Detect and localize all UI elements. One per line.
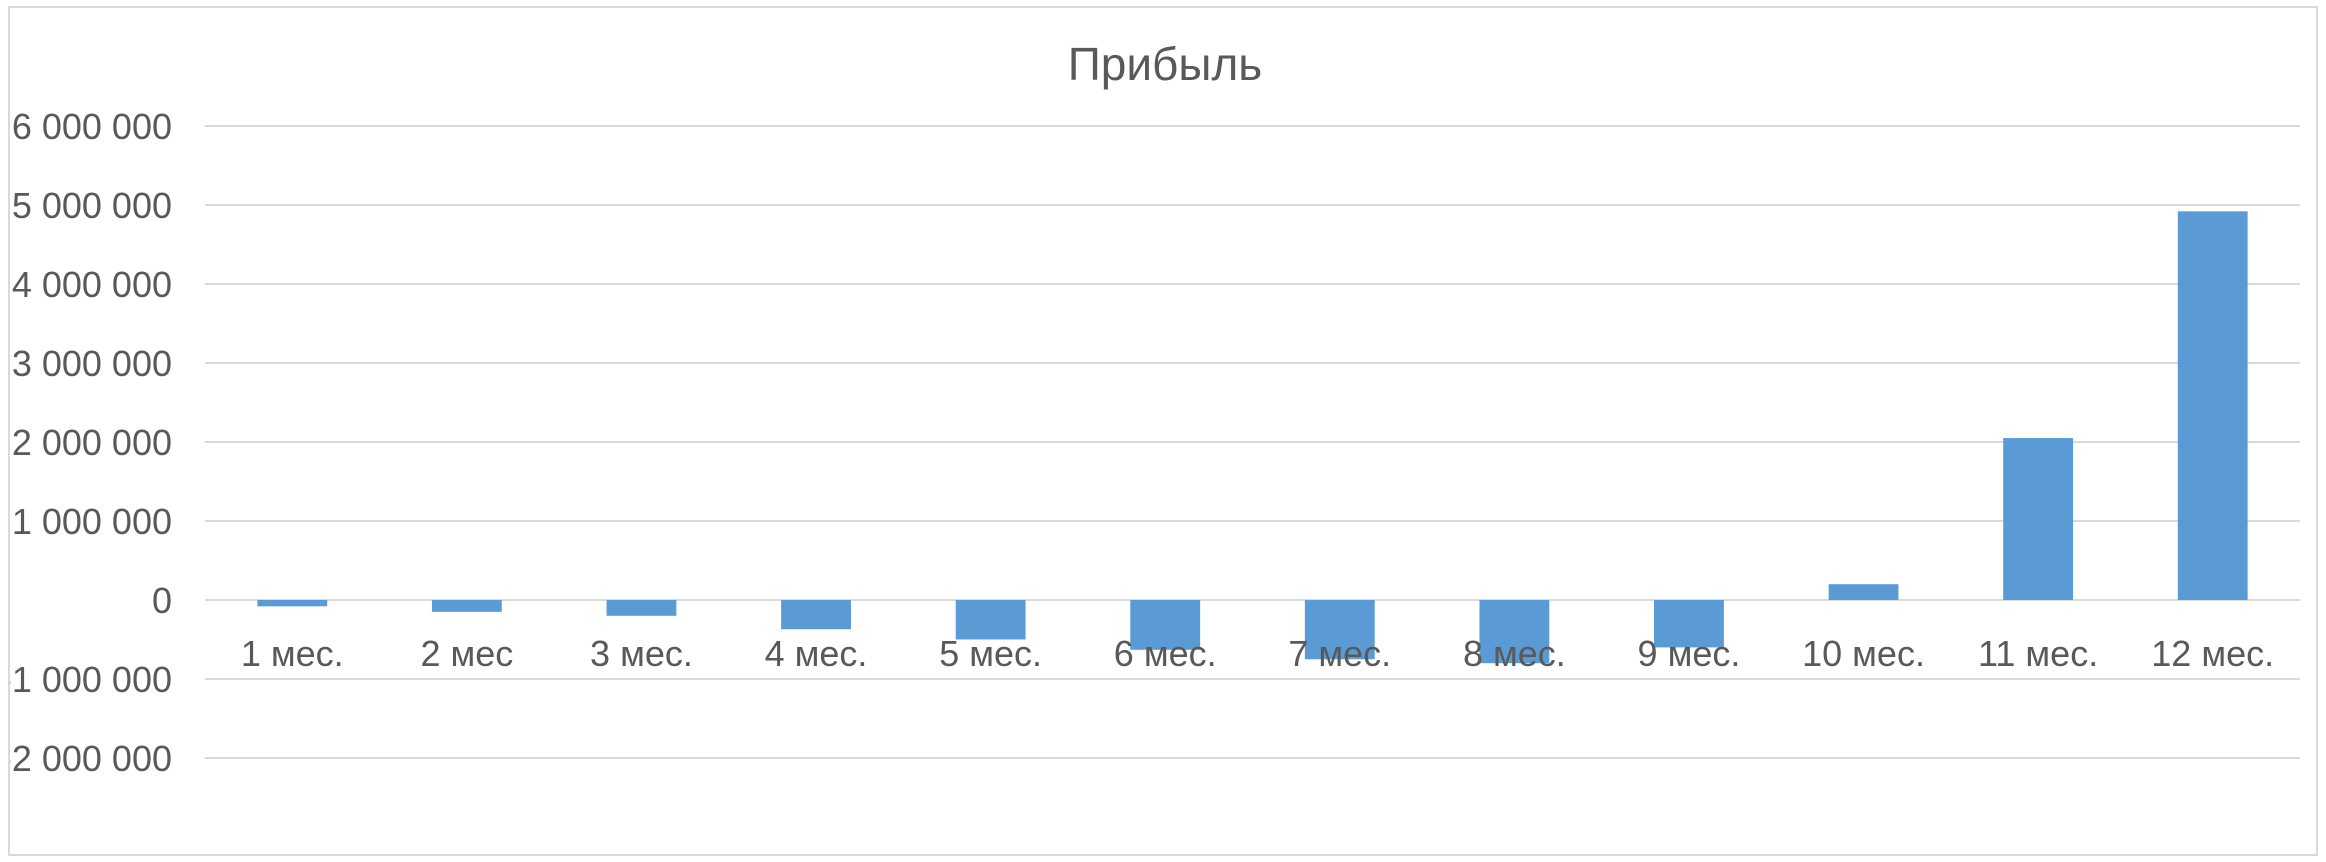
bar	[257, 600, 328, 607]
chart-canvas: Прибыль 6 000 000 5 000 000 4 000 000 3 000…	[10, 38, 2300, 779]
x-tick-label: 7 мес.	[1288, 633, 1391, 674]
x-tick-label: 10 мес.	[1802, 633, 1925, 674]
chart-title: Прибыль	[1068, 38, 1263, 90]
y-tick-label: 2 000 000	[12, 422, 172, 463]
y-axis-tick-labels: 6 000 000 5 000 000 4 000 000 3 000 000 2 00…	[10, 106, 172, 779]
bar	[1479, 600, 1550, 664]
gridlines	[205, 125, 2300, 759]
x-tick-label: 12 мес.	[2151, 633, 2274, 674]
x-tick-label: 3 мес.	[590, 633, 693, 674]
bar	[1130, 600, 1201, 650]
bar	[2177, 211, 2248, 600]
bar	[2003, 438, 2074, 600]
x-tick-label: 2 мес	[420, 633, 513, 674]
bars	[257, 211, 2248, 664]
bar	[606, 600, 677, 616]
y-tick-label: 4 000 000	[12, 264, 172, 305]
y-tick-label: 6 000 000	[12, 106, 172, 147]
bar	[1304, 600, 1375, 660]
x-tick-label: 1 мес.	[241, 633, 344, 674]
x-tick-label: 5 мес.	[939, 633, 1042, 674]
chart-area: Прибыль 6 000 000 5 000 000 4 000 000 3 000…	[8, 6, 2318, 856]
bar	[1828, 584, 1899, 600]
x-tick-label: 4 мес.	[765, 633, 868, 674]
y-tick-label: 1 000 000	[12, 501, 172, 542]
x-tick-label: 6 мес.	[1114, 633, 1217, 674]
y-tick-label: -2 000 000	[10, 738, 172, 779]
y-tick-label: 5 000 000	[12, 185, 172, 226]
x-tick-label: 11 мес.	[1978, 633, 2098, 674]
bar	[1654, 600, 1724, 648]
x-axis-tick-labels: 1 мес. 2 мес 3 мес. 4 мес. 5 мес. 6 мес. 7 мес…	[241, 633, 2274, 674]
bar	[431, 600, 502, 612]
y-tick-label: 3 000 000	[12, 343, 172, 384]
bar	[955, 600, 1026, 640]
y-tick-label: -1 000 000	[10, 659, 172, 700]
x-tick-label: 9 мес.	[1638, 633, 1741, 674]
bar	[781, 600, 851, 630]
y-tick-label: 0	[152, 580, 172, 621]
x-tick-label: 8 мес.	[1463, 633, 1566, 674]
